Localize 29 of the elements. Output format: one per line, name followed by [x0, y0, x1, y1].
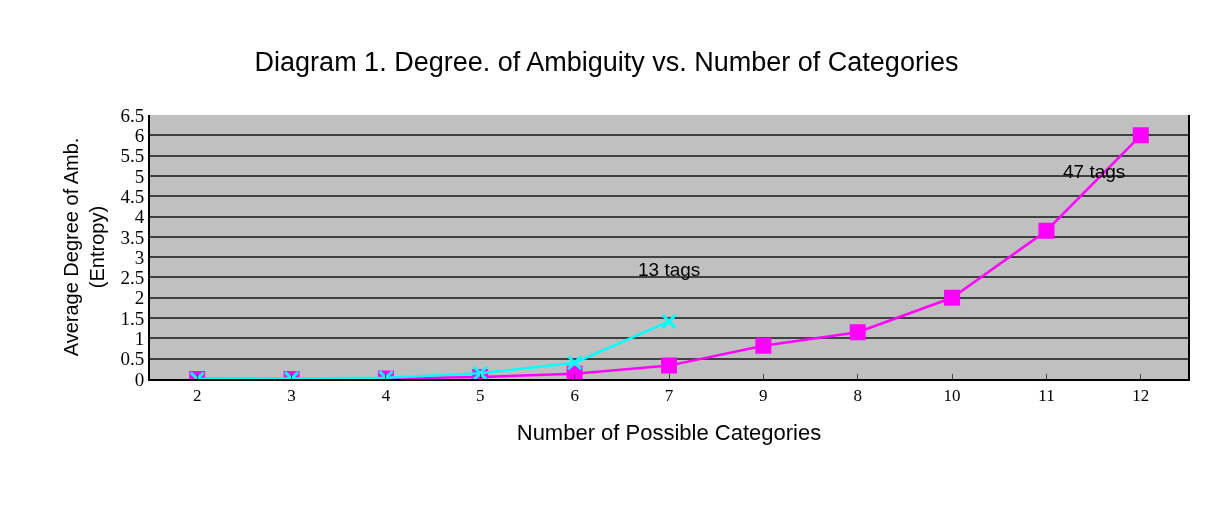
y-tick-label: 2.5 [120, 267, 145, 289]
y-tick-label: 3 [134, 246, 145, 268]
x-tick-label: 11 [1038, 386, 1055, 406]
x-tick-label: 5 [476, 386, 485, 406]
x-tick-label: 7 [664, 386, 674, 406]
y-tick-label: 0.5 [120, 348, 145, 370]
y-tick-label: 5 [134, 165, 145, 187]
x-tick-label: 8 [853, 386, 862, 406]
y-tick-label: 0 [134, 368, 145, 390]
x-tick-label: 2 [192, 386, 202, 406]
x-tick-label: 12 [1132, 386, 1150, 406]
x-tick-label: 3 [287, 386, 296, 406]
annotation: 13 tags [638, 259, 701, 280]
x-tick-label: 4 [381, 386, 391, 406]
y-tick-label: 5.5 [120, 145, 145, 167]
y-tick-label: 4.5 [120, 185, 145, 207]
y-axis-title: Average Degree of Amb. (Entropy) [60, 137, 109, 357]
chart-title: Diagram 1. Degree. of Ambiguity vs. Number of Categories [254, 46, 959, 77]
y-tick-label: 2 [134, 287, 145, 309]
x-tick-label: 9 [759, 386, 768, 406]
x-axis-title: Number of Possible Categories [516, 419, 822, 445]
y-tick-label: 1 [134, 328, 145, 350]
y-tick-label: 6 [134, 124, 145, 146]
y-tick-label: 1.5 [120, 307, 145, 329]
y-tick-label: 4 [134, 206, 145, 228]
x-tick-label: 6 [570, 386, 579, 406]
x-tick-label: 10 [943, 386, 961, 406]
y-tick-label: 3.5 [120, 226, 145, 248]
y-tick-label: 6.5 [120, 104, 145, 126]
